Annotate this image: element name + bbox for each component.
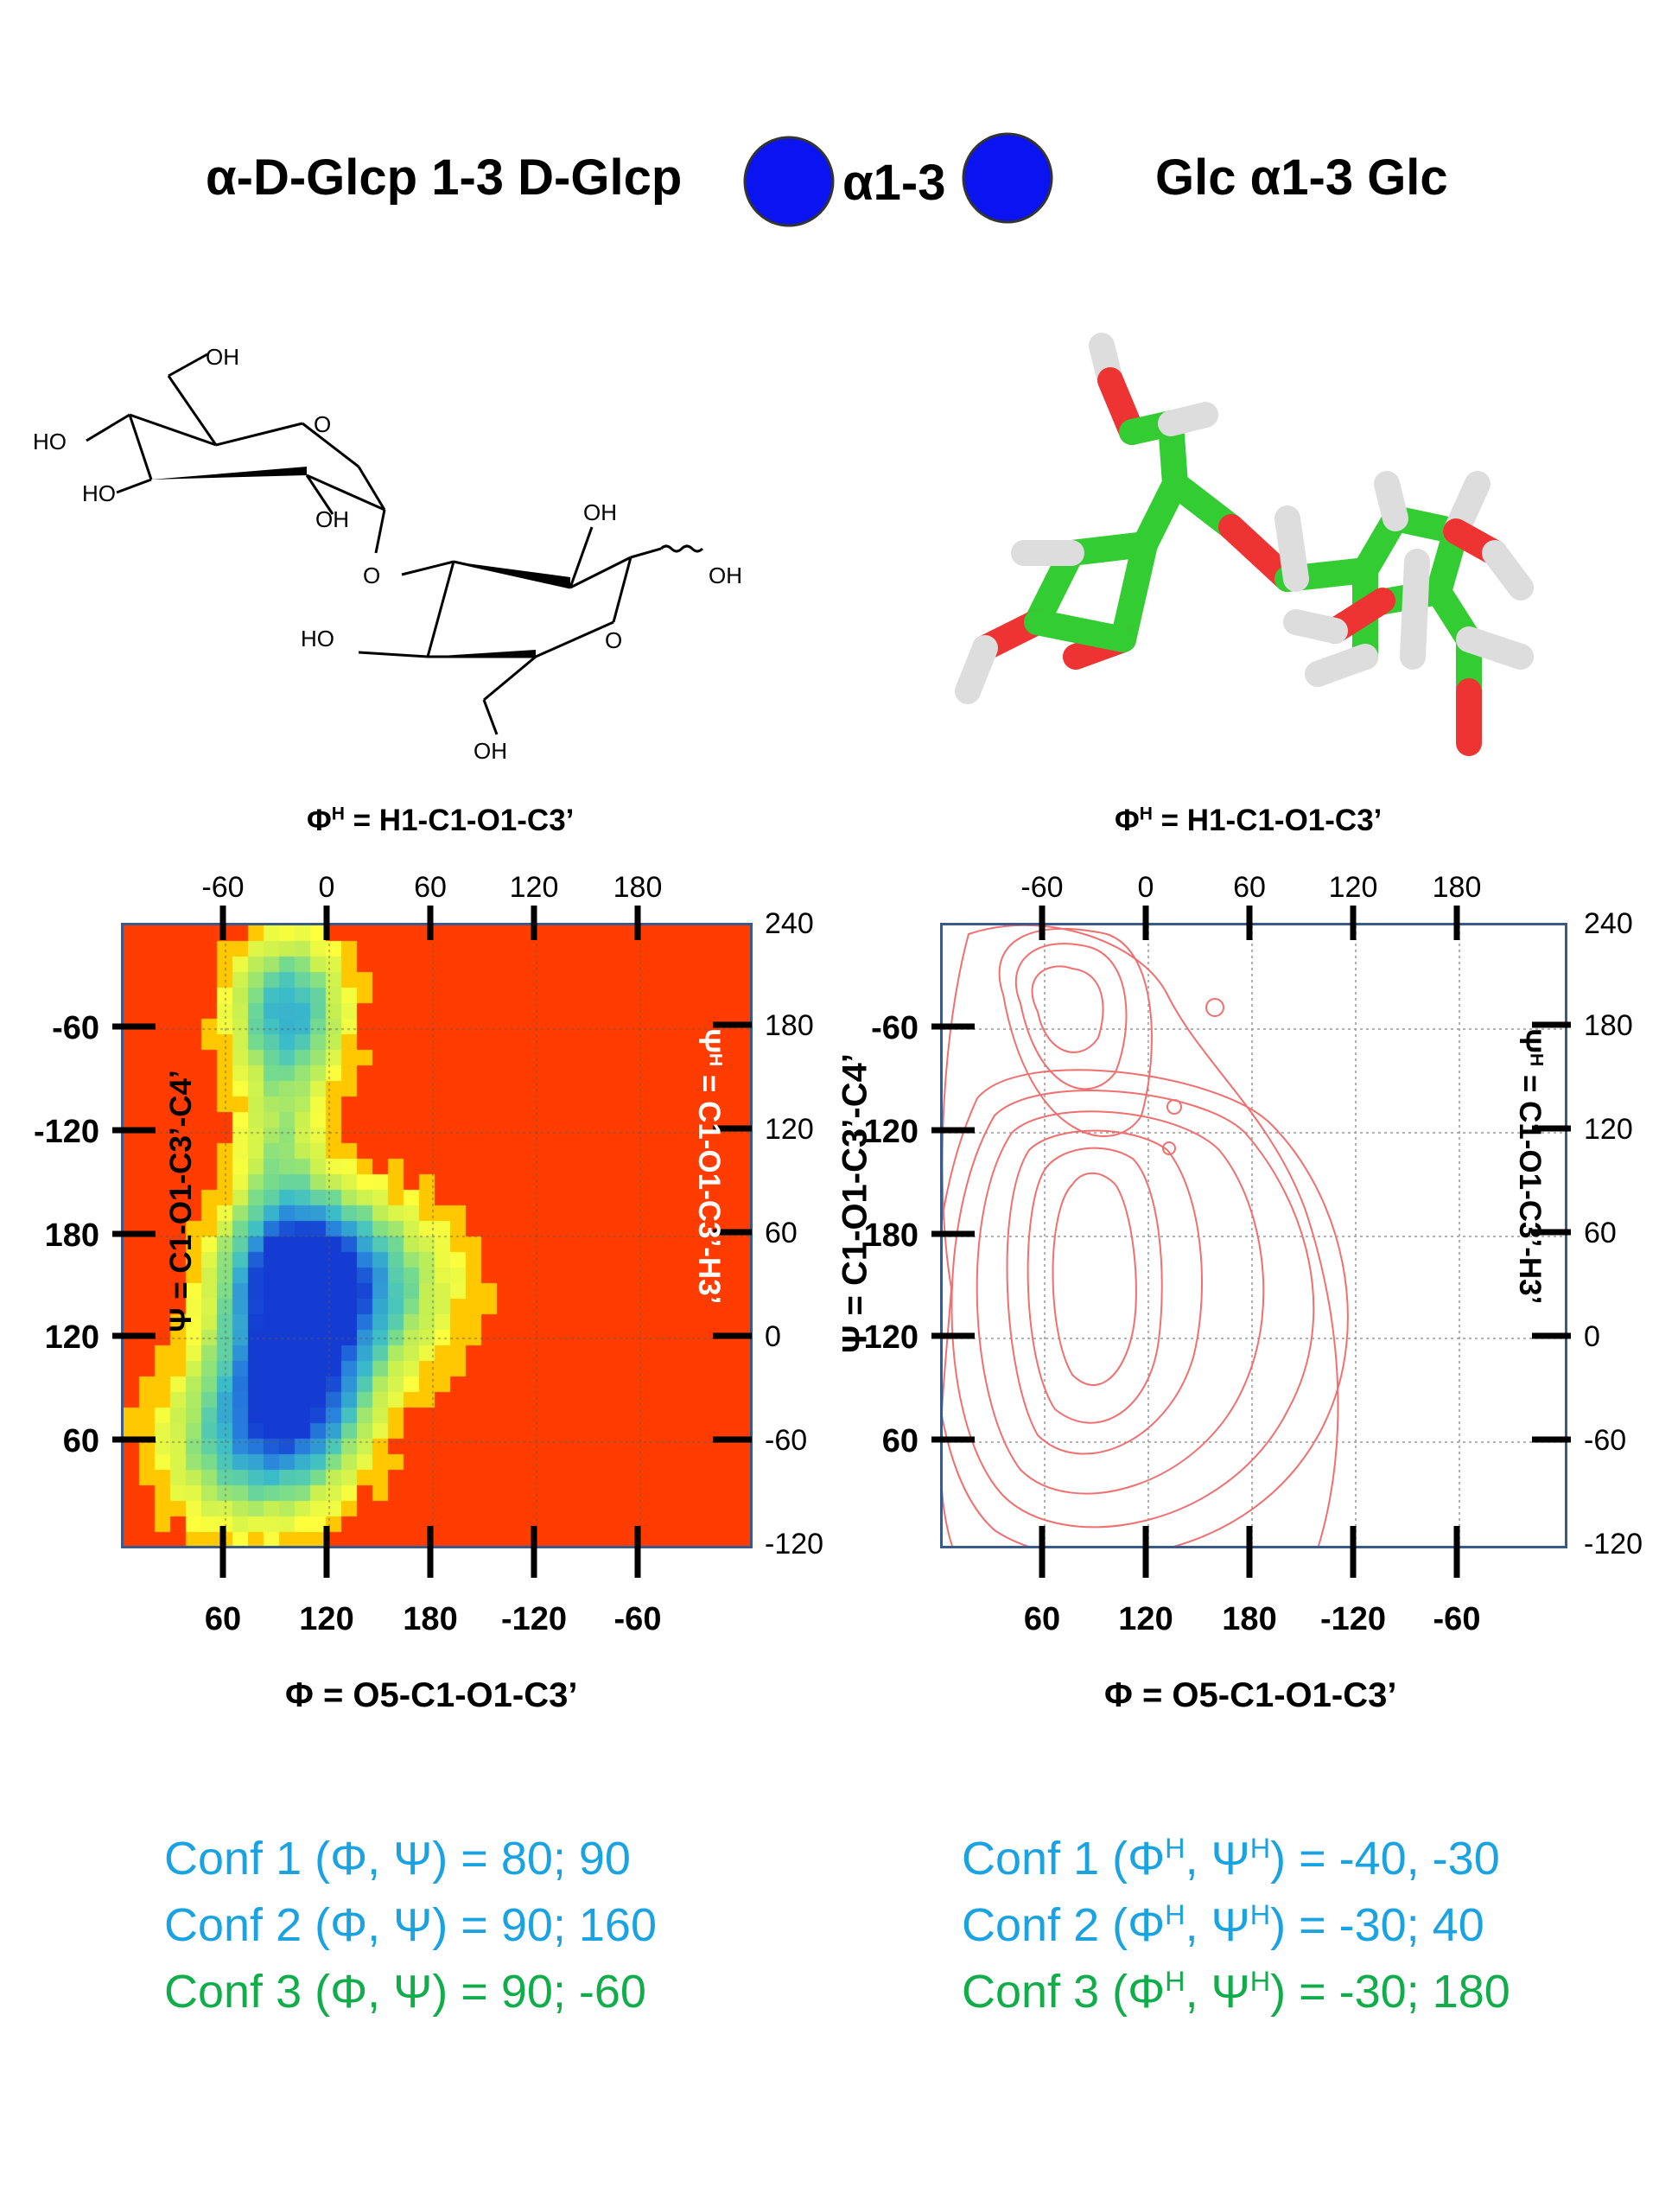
contour-right-tick-label-3: 60 (1584, 1217, 1617, 1249)
contour-line-9 (943, 925, 1339, 1546)
contour-line-3 (1052, 1172, 1137, 1386)
heatmap-left-tick-label-1: -120 (34, 1114, 99, 1150)
contour-bottom-tick-label-2: 180 (1222, 1601, 1276, 1637)
heatmap-right-tick-label-1: 180 (765, 1009, 814, 1042)
glucose-circle-2 (962, 132, 1053, 224)
conf-left-1: Conf 1 (Φ, Ψ) = 80; 90 (164, 1833, 631, 1885)
contour-bottom-tick-label-4: -60 (1433, 1601, 1481, 1637)
heatmap-right-tick-label-4: 0 (765, 1320, 781, 1353)
snfg-symbol (743, 132, 1053, 227)
contour-line-8 (943, 1069, 1349, 1546)
contour-line-7 (950, 1090, 1315, 1529)
contour-bottom-tick-label-0: 60 (1024, 1601, 1060, 1637)
contour-top-tick-label-2: 60 (1233, 871, 1266, 904)
contour-top-tick-label-1: 0 (1138, 871, 1154, 904)
atom-label-4: HO (82, 480, 116, 506)
atom-label-8: OH (709, 563, 742, 588)
contour-line-6 (976, 1110, 1265, 1495)
contour-right-tick-label-5: -60 (1584, 1424, 1626, 1457)
contour-line-4 (1027, 1147, 1163, 1424)
conf-left-3: Conf 3 (Φ, Ψ) = 90; -60 (164, 1966, 646, 2018)
heatmap-plot (121, 923, 753, 1548)
atom-label-5: OH (315, 506, 349, 532)
left-bottom-axis-title: Φ = O5-C1-O1-C3’ (285, 1676, 578, 1714)
snfg-linkage: α1-3 (842, 155, 946, 211)
iupac-name: α-D-Glcp 1-3 D-Glcp (206, 149, 683, 206)
left-top-axis-title: ΦH = H1-C1-O1-C3’ (307, 804, 575, 837)
contour-line-1 (1014, 943, 1128, 1090)
heatmap-top-tick-label-1: 0 (319, 871, 335, 904)
contour-line-2 (998, 927, 1153, 1137)
heatmap-top-tick-label-4: 180 (613, 871, 663, 904)
heatmap-right-tick-label-3: 60 (765, 1217, 798, 1249)
atom-label-3: HO (33, 429, 67, 454)
heatmap-bottom-tick-label-1: 120 (299, 1601, 353, 1637)
contour-top-tick-label-3: 120 (1329, 871, 1378, 904)
atom-label-2: O (314, 411, 331, 437)
atom-label-10: O (605, 627, 622, 653)
contour-left-tick-label-0: -60 (871, 1010, 918, 1046)
left-psih-title-heatmap: ΨH = C1-O1-C3’-H3’ (692, 1028, 726, 1305)
left-psi-title-heatmap: Ψ = C1-O1-C3’-C4’ (164, 1070, 198, 1332)
right-psih-title: ΨH = C1-O1-C3’-H3’ (1513, 1028, 1547, 1305)
contour-left-tick-label-4: 60 (882, 1423, 918, 1459)
contour-right-tick-label-1: 180 (1584, 1009, 1633, 1042)
heatmap-bottom-tick-label-0: 60 (205, 1601, 241, 1637)
atom-label-9: HO (301, 626, 334, 652)
chemical-structure: OH O HO HO OH O OH OH HO O OH (33, 344, 742, 764)
contour-island-1 (1205, 998, 1224, 1017)
right-top-axis-title: ΦH = H1-C1-O1-C3’ (1115, 804, 1382, 837)
contour-island-3 (1162, 1141, 1176, 1155)
heatmap-bottom-tick-label-4: -60 (614, 1601, 662, 1637)
heatmap-right-tick-label-0: 240 (765, 907, 814, 940)
atom-label-1: OH (206, 344, 239, 370)
heatmap-left-tick-label-0: -60 (52, 1010, 99, 1046)
right-psi-title: Ψ = C1-O1-C3’-C4’ (836, 1053, 874, 1353)
contour-bottom-tick-label-3: -120 (1320, 1601, 1386, 1637)
conf-right-2: Conf 2 (ΦH, ΨH) = -30; 40 (962, 1899, 1484, 1951)
contour-left-tick-label-2: 180 (864, 1217, 918, 1254)
heatmap-top-tick-label-2: 60 (414, 871, 447, 904)
left-panel-ticks: -60 0 60 120 180 60 120 180 -120 -60 -60 -120 180 120… (34, 871, 823, 1637)
atom-label-11: OH (474, 738, 507, 764)
contour-right-tick-label-4: 0 (1584, 1320, 1600, 1353)
atom-label-7: OH (583, 499, 617, 525)
heatmap-bottom-tick-label-2: 180 (403, 1601, 457, 1637)
heatmap-bottom-tick-label-3: -120 (501, 1601, 567, 1637)
glucose-circle-1 (743, 136, 835, 227)
contour-island-2 (1166, 1099, 1182, 1115)
contour-bottom-tick-label-1: 120 (1118, 1601, 1173, 1637)
contour-line-5 (1006, 1129, 1203, 1455)
heatmap-top-tick-label-0: -60 (201, 871, 244, 904)
contour-plot (940, 923, 1567, 1548)
contour-top-tick-label-0: -60 (1020, 871, 1063, 904)
heatmap-top-tick-label-3: 120 (510, 871, 559, 904)
contour-right-tick-label-0: 240 (1584, 907, 1633, 940)
right-bottom-axis-title: Φ = O5-C1-O1-C3’ (1104, 1676, 1397, 1714)
contour-right-tick-label-2: 120 (1584, 1113, 1633, 1146)
heatmap-left-tick-label-4: 60 (63, 1423, 99, 1459)
heatmap-left-tick-label-2: 180 (45, 1217, 99, 1254)
heatmap-left-tick-label-3: 120 (45, 1319, 99, 1356)
atom-label-6: O (363, 563, 380, 588)
short-name: Glc α1-3 Glc (1155, 149, 1448, 206)
heatmap-right-tick-label-5: -60 (765, 1424, 807, 1457)
heatmap-right-tick-label-6: -120 (765, 1528, 823, 1560)
conf-right-3: Conf 3 (ΦH, ΨH) = -30; 180 (962, 1966, 1510, 2018)
heatmap-right-tick-label-2: 120 (765, 1113, 814, 1146)
contour-right-tick-label-6: -120 (1584, 1528, 1643, 1560)
right-panel-ticks: -60 0 60 120 180 60 120 180 -120 -60 -60 -120 180 120… (853, 871, 1643, 1637)
contour-top-tick-label-4: 180 (1433, 871, 1482, 904)
conf-right-1: Conf 1 (ΦH, ΨH) = -40, -30 (962, 1833, 1500, 1885)
conf-left-2: Conf 2 (Φ, Ψ) = 90; 160 (164, 1899, 657, 1951)
contour-left-tick-label-3: 120 (864, 1319, 918, 1356)
molecule-3d-model (955, 333, 1534, 756)
contour-line-0 (1031, 965, 1104, 1053)
contour-left-tick-label-1: -120 (853, 1114, 918, 1150)
heatmap-canvas (124, 925, 750, 1546)
